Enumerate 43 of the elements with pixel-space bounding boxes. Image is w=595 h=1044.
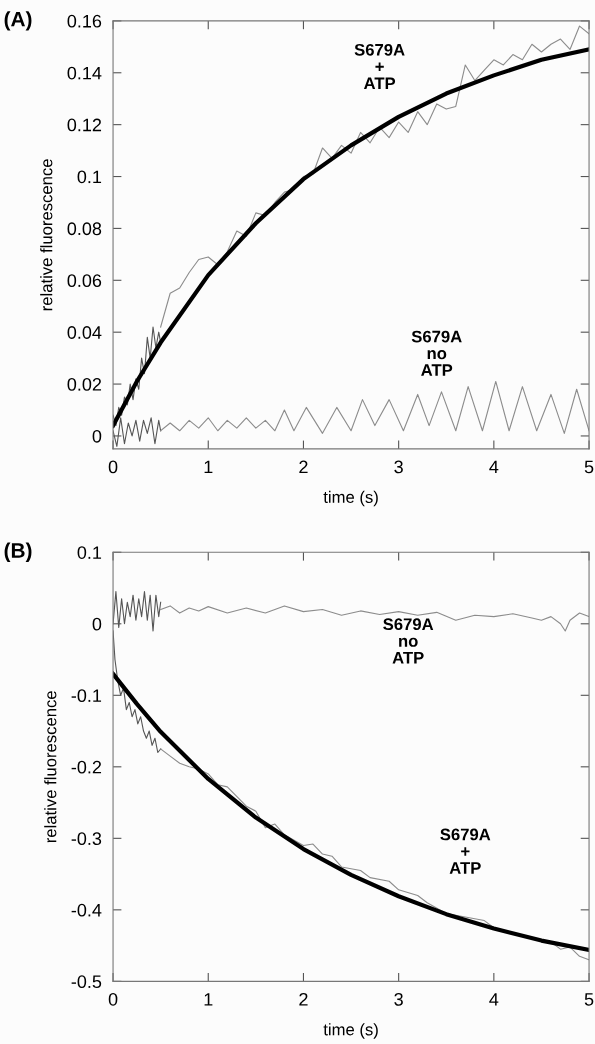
y-tick-label: -0.5 [71,975,102,989]
y-axis-title: relative fluorescence [44,691,57,843]
x-axis-title: time (s) [323,1023,378,1039]
line-series [113,417,162,447]
chart-title: (B) [4,542,32,562]
line-series [160,605,590,632]
x-tick-label: 0 [108,992,118,1006]
x-tick-label: 3 [394,460,403,474]
x-tick-label: 4 [489,460,499,474]
x-tick-label: 0 [108,460,118,474]
annotation: S679A no ATP [411,330,462,376]
annotation: S679A no ATP [383,618,434,664]
y-tick-label: 0.04 [67,326,102,339]
y-tick-label: 0 [92,429,102,443]
x-tick-label: 2 [299,460,308,474]
x-tick-label: 2 [299,992,308,1006]
line-series [160,380,590,434]
x-tick-label: 4 [489,993,499,1006]
chart-title: (A) [4,11,32,31]
y-tick-label: 0.16 [67,14,102,28]
y-tick-label: -0.1 [71,689,102,703]
y-tick-label: 0.06 [67,274,102,288]
y-tick-label: -0.2 [71,760,102,774]
y-tick-label: 0.08 [67,222,102,236]
y-tick-label: 0.14 [67,66,102,80]
y-tick-label: 0 [92,617,102,631]
y-tick-label: 0.12 [67,118,102,132]
annotation: S679A + ATP [354,43,405,90]
x-tick-label: 3 [394,992,403,1006]
y-axis-title: relative fluorescence [40,159,53,311]
y-tick-label: -0.4 [71,903,102,917]
y-tick-label: 0.1 [77,170,102,184]
y-tick-label: 0.02 [67,378,102,391]
line-series [113,671,590,952]
x-tick-label: 5 [584,993,594,1006]
annotation: S679A + ATP [440,828,491,874]
x-tick-label: 1 [204,993,213,1006]
x-tick-label: 5 [584,460,594,474]
x-tick-label: 1 [204,460,213,474]
y-tick-label: 0.1 [77,546,102,559]
line-series [160,25,590,328]
x-axis-title: time (s) [323,490,378,507]
y-tick-label: -0.3 [71,832,102,846]
